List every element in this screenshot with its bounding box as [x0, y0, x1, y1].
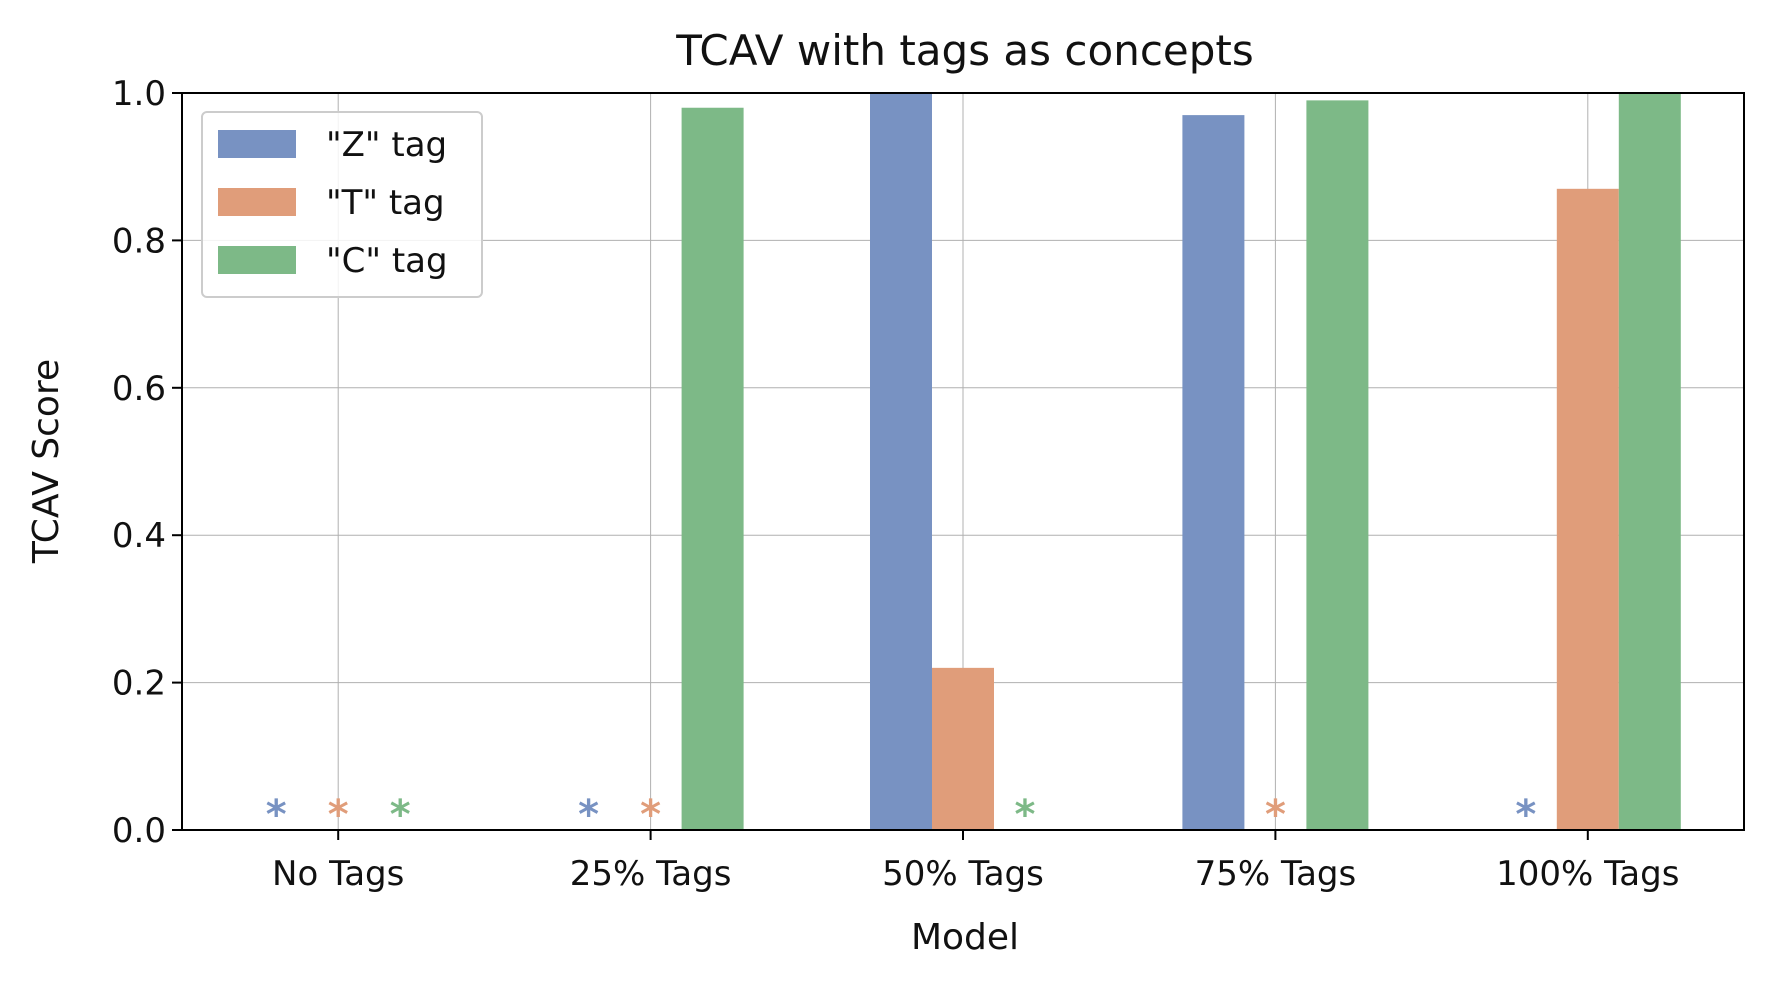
marker-star: *: [266, 792, 287, 838]
x-tick-label: 75% Tags: [1195, 854, 1357, 894]
bar: [870, 93, 932, 830]
legend-label: "Z" tag: [326, 125, 447, 165]
y-axis-ticks: 0.0 0.2 0.4 0.6 0.8 1.0: [112, 74, 182, 851]
marker-star: *: [1015, 792, 1036, 838]
chart-title: TCAV with tags as concepts: [675, 26, 1254, 75]
legend: "Z" tag "T" tag "C" tag: [201, 111, 483, 298]
bar: [1556, 188, 1619, 830]
y-tick-label: 0.6: [112, 369, 166, 409]
legend-swatch: [218, 246, 296, 274]
marker-star: *: [328, 792, 349, 838]
bar: [1618, 93, 1681, 830]
y-tick-label: 1.0: [112, 74, 166, 114]
x-tick-label: No Tags: [272, 854, 404, 894]
legend-swatch: [218, 188, 296, 216]
marker-star: *: [578, 792, 599, 838]
marker-star: *: [1265, 792, 1286, 838]
marker-star: *: [390, 792, 411, 838]
y-tick-label: 0.2: [112, 664, 166, 704]
x-tick-label: 100% Tags: [1496, 854, 1679, 894]
bar: [932, 667, 994, 830]
marker-star: *: [1515, 792, 1536, 838]
x-axis-ticks: No Tags 25% Tags 50% Tags 75% Tags 100% Tags: [272, 830, 1679, 894]
bar: [1306, 100, 1369, 831]
bar: [681, 107, 744, 831]
legend-swatch: [218, 130, 296, 158]
y-tick-label: 0.4: [112, 516, 166, 556]
bars: [681, 93, 1681, 831]
y-axis-label: TCAV Score: [26, 359, 67, 564]
legend-label: "C" tag: [326, 241, 448, 281]
x-tick-label: 50% Tags: [882, 854, 1044, 894]
x-axis-label: Model: [911, 917, 1019, 958]
x-tick-label: 25% Tags: [570, 854, 732, 894]
marker-star: *: [640, 792, 661, 838]
legend-label: "T" tag: [326, 183, 445, 223]
y-tick-label: 0.8: [112, 221, 166, 261]
bar: [1182, 115, 1245, 831]
significance-markers: * * * * * * * *: [266, 792, 1537, 838]
y-tick-label: 0.0: [112, 811, 166, 851]
